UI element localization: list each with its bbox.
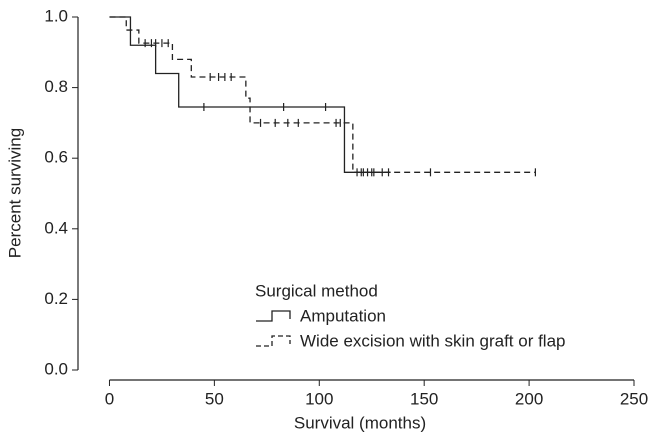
- x-axis-label: Survival (months): [294, 413, 426, 432]
- y-tick-label: 0.4: [44, 218, 68, 237]
- y-tick-label: 0.2: [44, 289, 68, 308]
- x-tick-label: 50: [205, 389, 224, 408]
- survival-curve: [109, 16, 391, 173]
- legend-symbol: [256, 335, 291, 347]
- x-tick-label: 200: [515, 389, 543, 408]
- x-tick-label: 250: [620, 389, 648, 408]
- legend-symbol: [256, 310, 291, 322]
- x-tick-label: 100: [305, 389, 333, 408]
- legend-label: Amputation: [300, 306, 386, 325]
- x-tick-label: 150: [410, 389, 438, 408]
- y-axis-label: Percent surviving: [5, 128, 24, 258]
- legend-label: Wide excision with skin graft or flap: [300, 331, 566, 350]
- y-tick-label: 0.8: [44, 77, 68, 96]
- y-tick-label: 1.0: [44, 6, 68, 25]
- x-tick-label: 0: [105, 389, 114, 408]
- y-tick-label: 0.0: [44, 359, 68, 378]
- legend-title: Surgical method: [255, 281, 378, 300]
- y-tick-label: 0.6: [44, 148, 68, 167]
- survival-curve: [109, 16, 536, 173]
